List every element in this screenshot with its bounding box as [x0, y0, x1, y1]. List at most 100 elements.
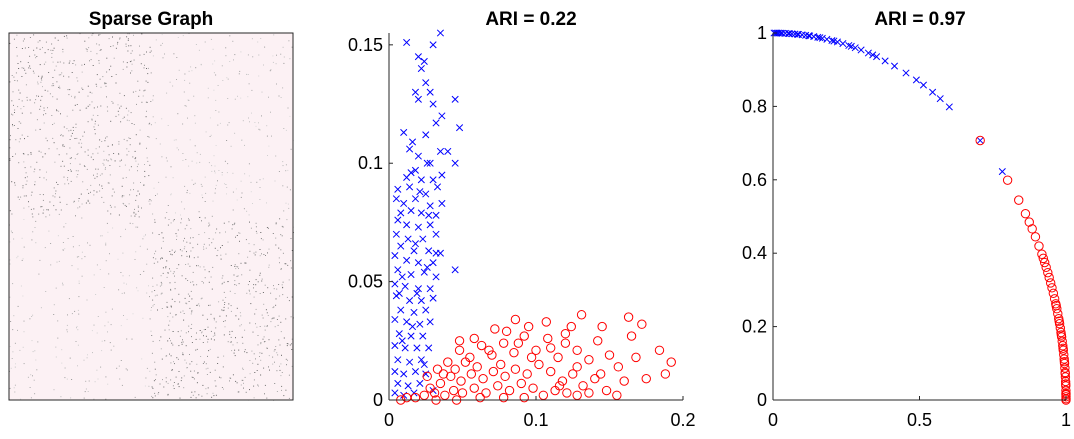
- graph-edge-mark: [161, 292, 163, 294]
- graph-edge-mark: [9, 158, 11, 159]
- graph-edge-mark: [54, 37, 56, 39]
- graph-edge-mark: [20, 285, 22, 287]
- graph-edge-mark: [160, 348, 162, 350]
- graph-edge-mark: [55, 356, 57, 358]
- graph-edge-mark: [118, 365, 120, 367]
- graph-edge-mark: [262, 178, 264, 180]
- graph-edge-mark: [165, 355, 167, 357]
- point-o: [519, 392, 529, 403]
- graph-edge-mark: [153, 380, 155, 382]
- graph-edge-mark: [209, 224, 211, 226]
- graph-edge-mark: [167, 205, 169, 206]
- graph-edge-mark: [220, 377, 222, 379]
- graph-edge-mark: [51, 43, 53, 45]
- graph-edge-mark: [263, 254, 265, 255]
- graph-edge-mark: [172, 85, 174, 87]
- graph-edge-mark: [221, 387, 223, 388]
- graph-edge-mark: [183, 313, 185, 314]
- graph-edge-mark: [147, 81, 149, 83]
- graph-edge-mark: [170, 288, 172, 290]
- graph-edge-mark: [152, 387, 154, 389]
- graph-edge-mark: [227, 307, 229, 309]
- graph-edge-mark: [149, 199, 151, 201]
- graph-edge-mark: [175, 139, 177, 141]
- graph-edge-mark: [184, 73, 186, 75]
- graph-edge-mark: [60, 134, 62, 135]
- graph-edge-mark: [266, 202, 267, 204]
- point-o: [510, 314, 521, 325]
- point-o: [481, 388, 491, 398]
- graph-edge-mark: [41, 95, 43, 97]
- graph-edge-mark: [98, 146, 100, 148]
- graph-edge-mark: [141, 33, 143, 35]
- graph-edge-mark: [204, 201, 206, 202]
- graph-edge-mark: [132, 156, 134, 158]
- graph-edge-mark: [61, 72, 63, 74]
- graph-edge-mark: [286, 296, 288, 298]
- graph-edge-mark: [226, 172, 228, 174]
- graph-edge-mark: [257, 363, 259, 365]
- graph-edge-mark: [261, 278, 263, 280]
- graph-edge-mark: [225, 315, 227, 317]
- graph-edge-mark: [163, 386, 165, 388]
- graph-edge-mark: [255, 222, 257, 224]
- graph-edge-mark: [151, 335, 153, 336]
- point-o: [469, 333, 479, 344]
- graph-edge-mark: [38, 95, 39, 97]
- graph-edge-mark: [133, 124, 135, 125]
- graph-edge-mark: [266, 325, 268, 327]
- graph-edge-mark: [56, 261, 58, 263]
- graph-edge-mark: [122, 61, 124, 63]
- point-x: [422, 190, 430, 198]
- point-x: [400, 199, 408, 208]
- graph-edge-mark: [137, 207, 139, 208]
- graph-edge-mark: [102, 76, 104, 78]
- graph-edge-mark: [174, 281, 176, 283]
- graph-edge-mark: [85, 388, 87, 390]
- graph-edge-mark: [62, 51, 64, 53]
- graph-edge-mark: [274, 326, 276, 328]
- graph-edge-mark: [23, 195, 25, 197]
- graph-edge-mark: [201, 185, 203, 187]
- graph-edge-mark: [27, 135, 29, 137]
- graph-edge-mark: [43, 114, 44, 116]
- graph-edge-mark: [214, 172, 216, 174]
- graph-edge-mark: [87, 391, 89, 392]
- graph-edge-mark: [174, 288, 176, 290]
- graph-edge-mark: [236, 199, 238, 201]
- point-o: [543, 333, 553, 344]
- graph-edge-mark: [230, 336, 232, 338]
- graph-edge-mark: [119, 378, 121, 380]
- graph-edge-mark: [108, 182, 110, 184]
- graph-edge-mark: [228, 221, 230, 223]
- point-x: [945, 103, 953, 111]
- graph-edge-mark: [14, 342, 16, 344]
- graph-edge-mark: [48, 230, 50, 232]
- graph-edge-mark: [152, 285, 154, 287]
- scatter-points-097: [770, 29, 1071, 405]
- graph-edge-mark: [134, 215, 136, 217]
- graph-edge-mark: [95, 168, 97, 170]
- graph-edge-mark: [261, 280, 263, 282]
- graph-edge-mark: [118, 114, 120, 116]
- graph-edge-mark: [105, 260, 107, 262]
- graph-edge-mark: [162, 257, 163, 259]
- point-o: [1045, 278, 1056, 288]
- graph-edge-mark: [236, 307, 238, 309]
- point-x: [432, 119, 440, 127]
- point-o: [654, 345, 665, 355]
- graph-edge-mark: [215, 385, 217, 387]
- graph-edge-mark: [71, 157, 72, 159]
- graph-edge-mark: [68, 62, 70, 64]
- point-o: [401, 392, 412, 403]
- graph-edge-mark: [22, 185, 24, 187]
- graph-edge-mark: [187, 293, 189, 295]
- y-tick-label: 0: [757, 390, 767, 410]
- graph-edge-mark: [241, 192, 243, 194]
- graph-edge-mark: [277, 354, 279, 356]
- graph-edge-mark: [105, 85, 107, 87]
- graph-edge-mark: [75, 123, 77, 125]
- graph-edge-mark: [59, 201, 61, 203]
- graph-edge-mark: [138, 216, 140, 218]
- graph-edge-mark: [263, 303, 265, 305]
